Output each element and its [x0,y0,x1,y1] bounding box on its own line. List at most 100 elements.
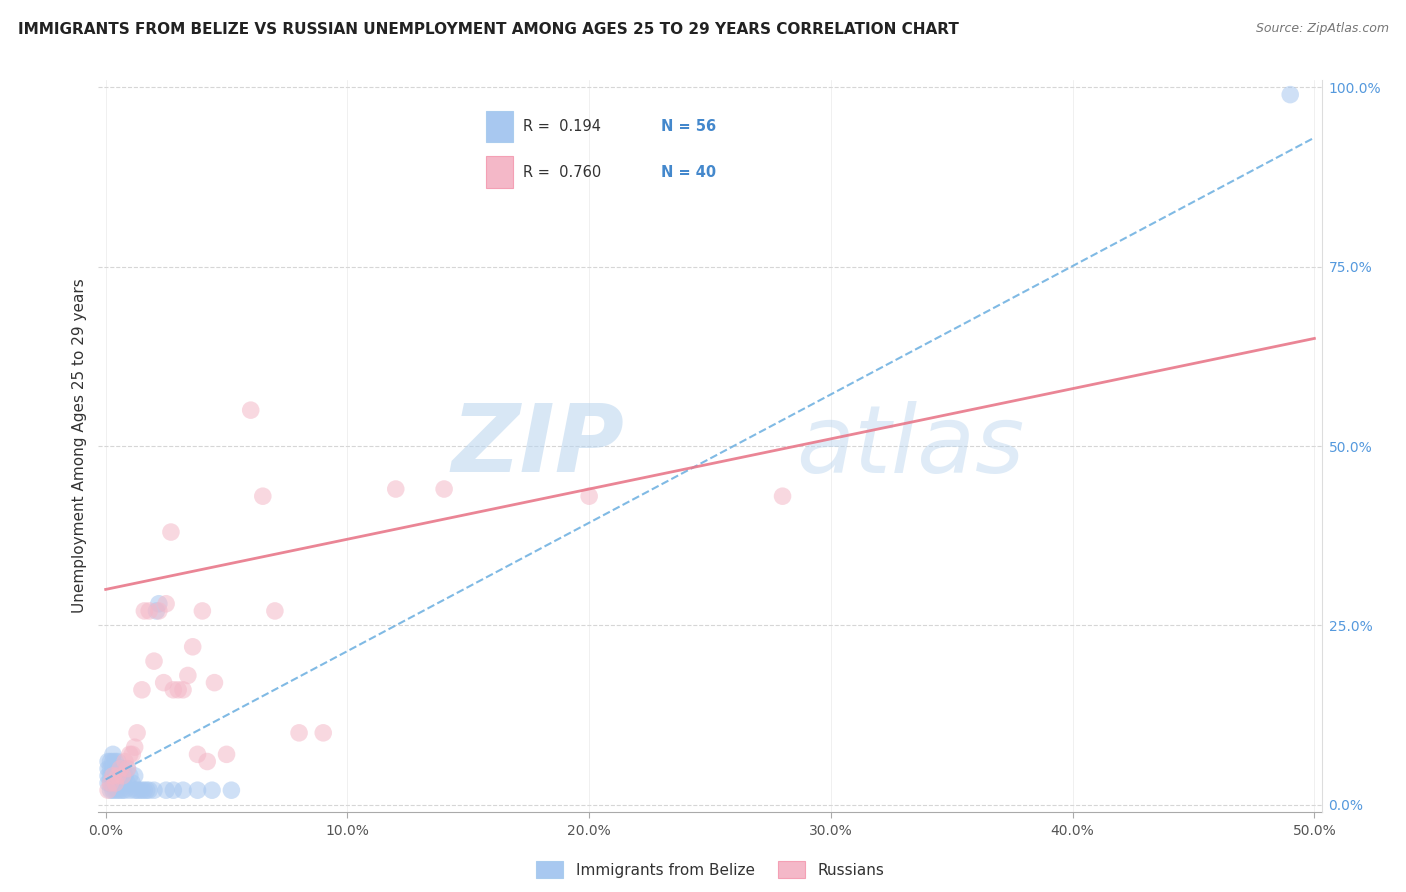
Point [107,762,129,776]
Point [138,604,160,618]
Point [117,762,139,776]
Point [143,783,166,797]
Point [167,682,190,697]
Point [134,783,156,797]
Point [117,776,139,790]
Point [104,769,127,783]
Point [111,762,134,776]
Point [100,755,122,769]
Point [107,776,129,790]
Point [172,783,194,797]
Point [121,747,143,762]
Point [252,489,274,503]
Point [124,783,146,797]
Point [155,783,177,797]
Point [143,654,166,668]
Point [101,762,124,776]
Point [108,769,131,783]
Point [433,482,456,496]
Point [384,482,406,496]
Point [107,769,129,783]
Point [215,747,238,762]
Point [131,682,153,697]
Point [124,769,146,783]
Point [1279,87,1302,102]
Point [135,783,157,797]
Point [97,783,120,797]
Point [101,747,124,762]
Point [108,776,131,790]
Point [114,783,136,797]
Text: ZIP: ZIP [451,400,624,492]
Point [100,776,122,790]
Point [104,755,127,769]
Point [97,762,120,776]
Point [195,755,218,769]
Point [100,762,122,776]
Point [104,776,127,790]
Point [107,755,129,769]
Point [111,783,134,797]
Point [264,604,287,618]
Point [181,640,204,654]
Point [104,776,127,790]
Point [127,726,149,740]
Point [172,682,194,697]
Point [114,755,136,769]
Point [101,776,124,790]
Point [204,675,226,690]
Point [162,682,184,697]
Point [162,783,184,797]
Point [131,783,153,797]
Point [124,740,146,755]
Point [128,783,150,797]
Text: IMMIGRANTS FROM BELIZE VS RUSSIAN UNEMPLOYMENT AMONG AGES 25 TO 29 YEARS CORRELA: IMMIGRANTS FROM BELIZE VS RUSSIAN UNEMPL… [18,22,959,37]
Point [312,726,335,740]
Point [177,668,200,682]
Point [138,783,160,797]
Point [145,604,167,618]
Point [101,769,124,783]
Text: atlas: atlas [796,401,1024,491]
Point [97,776,120,790]
Point [111,769,134,783]
Point [108,762,131,776]
Point [104,762,127,776]
Point [114,769,136,783]
Point [134,604,156,618]
Text: R =  0.760: R = 0.760 [523,165,602,179]
Point [155,597,177,611]
Point [186,747,208,762]
Point [288,726,311,740]
Point [127,783,149,797]
Y-axis label: Unemployment Among Ages 25 to 29 years: Unemployment Among Ages 25 to 29 years [72,278,87,614]
Point [101,769,124,783]
Point [117,762,139,776]
Point [100,783,122,797]
Point [101,755,124,769]
Point [108,783,131,797]
Point [152,675,174,690]
Point [118,747,141,762]
Point [578,489,600,503]
Point [191,604,214,618]
Point [121,776,143,790]
Point [118,769,141,783]
Point [239,403,262,417]
Bar [485,111,513,142]
Point [107,783,129,797]
Point [97,755,120,769]
Point [148,604,170,618]
Text: N = 56: N = 56 [661,119,716,134]
Bar [485,156,513,188]
Point [107,769,129,783]
Point [772,489,794,503]
Point [104,783,127,797]
Point [118,783,141,797]
Text: Source: ZipAtlas.com: Source: ZipAtlas.com [1256,22,1389,36]
Point [100,776,122,790]
Point [148,597,170,611]
Legend: Immigrants from Belize, Russians: Immigrants from Belize, Russians [530,855,890,885]
Point [100,769,122,783]
Text: R =  0.194: R = 0.194 [523,119,602,134]
